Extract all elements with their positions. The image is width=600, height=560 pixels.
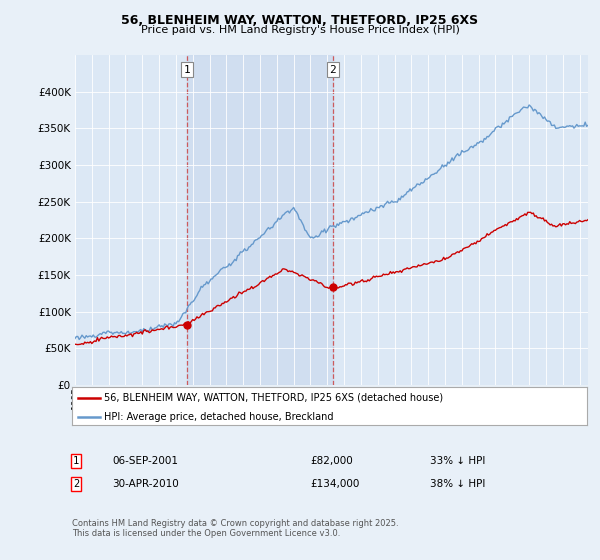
Text: 06-SEP-2001: 06-SEP-2001	[112, 456, 178, 466]
Text: 30-APR-2010: 30-APR-2010	[112, 479, 179, 489]
Text: 56, BLENHEIM WAY, WATTON, THETFORD, IP25 6XS: 56, BLENHEIM WAY, WATTON, THETFORD, IP25…	[121, 14, 479, 27]
Text: £134,000: £134,000	[310, 479, 359, 489]
Text: 2: 2	[329, 64, 336, 74]
Text: 56, BLENHEIM WAY, WATTON, THETFORD, IP25 6XS (detached house): 56, BLENHEIM WAY, WATTON, THETFORD, IP25…	[104, 393, 443, 403]
Text: 1: 1	[73, 456, 79, 466]
Bar	[187, 55, 333, 385]
Text: 33% ↓ HPI: 33% ↓ HPI	[430, 456, 485, 466]
Text: 1: 1	[184, 64, 191, 74]
Text: Contains HM Land Registry data © Crown copyright and database right 2025.
This d: Contains HM Land Registry data © Crown c…	[72, 519, 398, 538]
Text: 2: 2	[73, 479, 79, 489]
Text: 38% ↓ HPI: 38% ↓ HPI	[430, 479, 485, 489]
Text: HPI: Average price, detached house, Breckland: HPI: Average price, detached house, Brec…	[104, 412, 334, 422]
Text: Price paid vs. HM Land Registry's House Price Index (HPI): Price paid vs. HM Land Registry's House …	[140, 25, 460, 35]
Text: £82,000: £82,000	[310, 456, 353, 466]
